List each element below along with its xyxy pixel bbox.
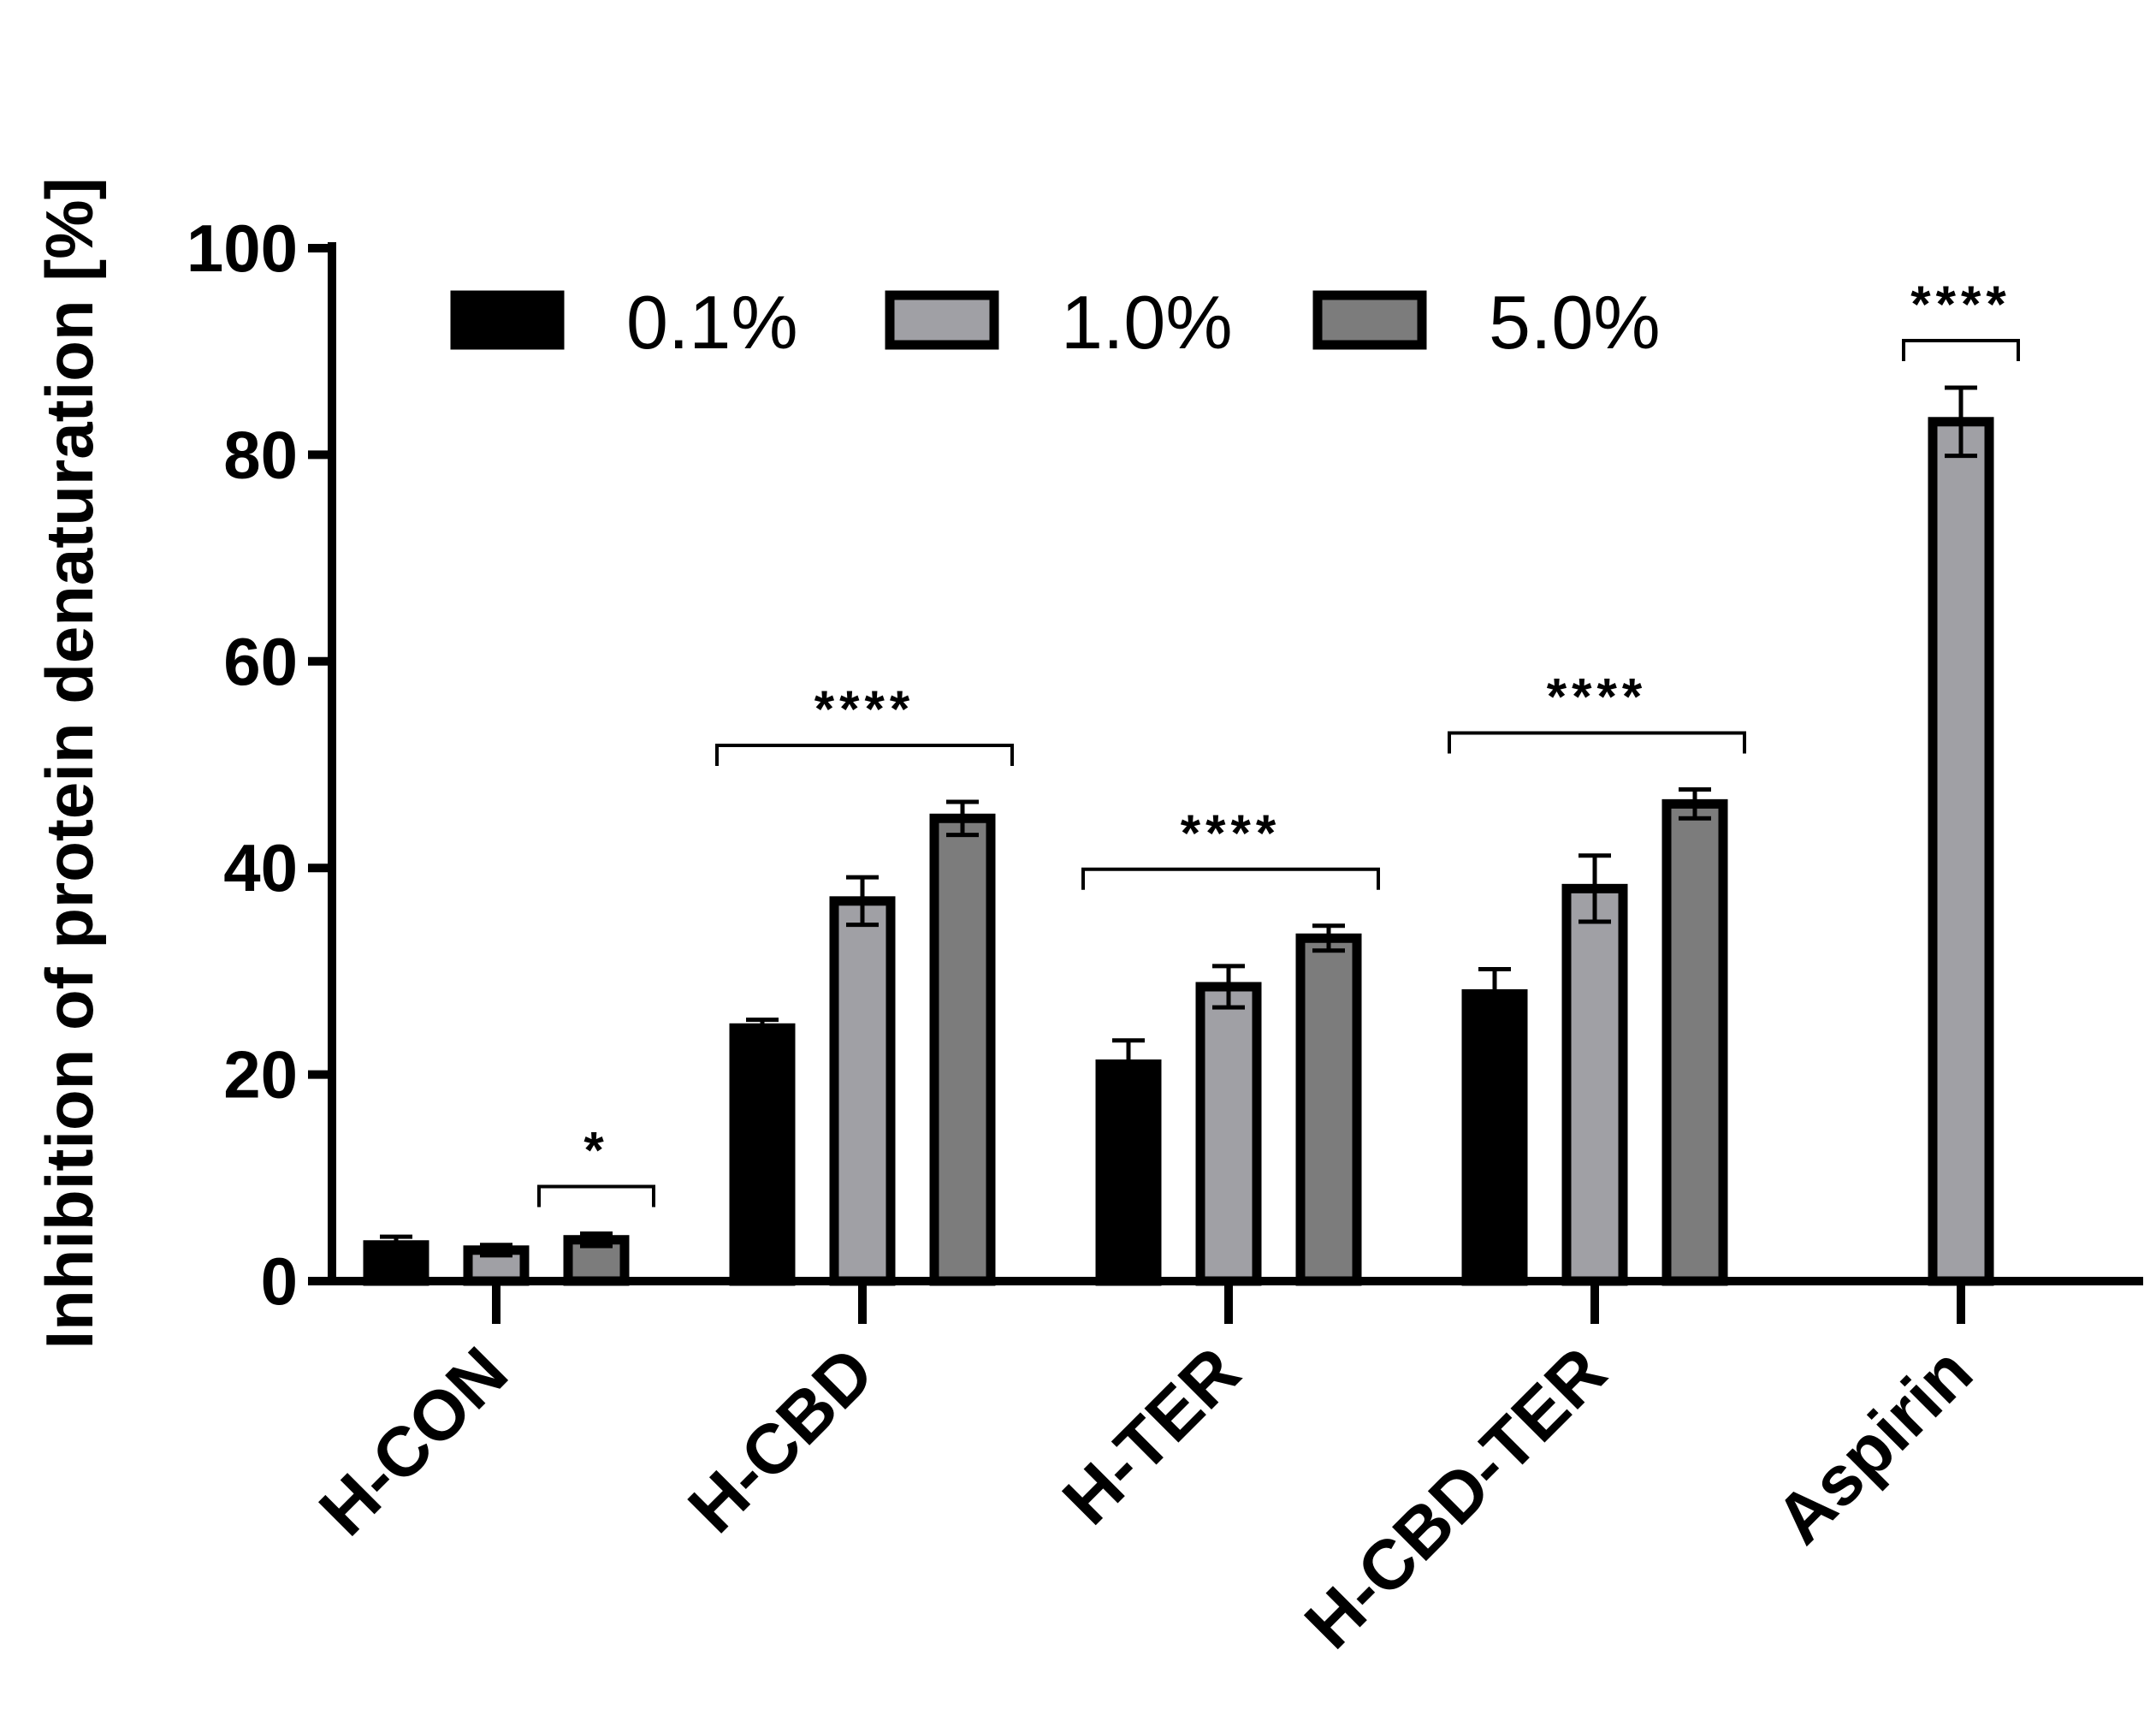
y-tick-label: 60 bbox=[223, 624, 298, 699]
axes-layer bbox=[328, 242, 2143, 1285]
significance-layer: ***************** bbox=[537, 276, 2020, 1208]
legend-swatch bbox=[450, 290, 565, 350]
legend-label: 0.1% bbox=[626, 280, 798, 365]
significance-label: **** bbox=[1181, 804, 1281, 862]
y-tick-label: 20 bbox=[223, 1037, 298, 1113]
significance-bracket bbox=[715, 743, 1014, 766]
significance-bracket bbox=[1081, 867, 1380, 890]
bar bbox=[1195, 982, 1262, 1286]
bar bbox=[1928, 417, 1994, 1286]
y-tick-label: 40 bbox=[223, 830, 298, 905]
significance-bracket bbox=[1448, 731, 1746, 754]
significance-label: **** bbox=[814, 680, 915, 738]
bar bbox=[1661, 798, 1728, 1286]
bar bbox=[929, 813, 996, 1286]
legend-label: 1.0% bbox=[1061, 280, 1233, 365]
legend-swatch bbox=[1312, 290, 1427, 350]
x-tick-label: Aspirin bbox=[1762, 1332, 1987, 1558]
bar bbox=[1095, 1059, 1162, 1286]
significance-label: * bbox=[583, 1121, 608, 1178]
bar bbox=[829, 896, 896, 1286]
x-tick-label: H-CBD-TER bbox=[1290, 1332, 1620, 1663]
x-tick-label: H-CBD bbox=[674, 1332, 889, 1547]
legend-label: 5.0% bbox=[1489, 280, 1661, 365]
bar bbox=[1461, 988, 1528, 1286]
error-bars-layer bbox=[380, 385, 1977, 1258]
significance-label: **** bbox=[1547, 668, 1647, 725]
bar bbox=[1295, 933, 1362, 1286]
bar bbox=[1561, 883, 1628, 1286]
bars-layer bbox=[363, 417, 1994, 1286]
y-tick-label: 0 bbox=[261, 1243, 298, 1319]
legend-swatch bbox=[885, 290, 999, 350]
significance-bracket bbox=[537, 1184, 655, 1208]
y-tick-label: 80 bbox=[223, 417, 298, 492]
legend: 0.1% 1.0% 5.0% bbox=[450, 280, 1661, 365]
significance-bracket bbox=[1902, 338, 2020, 361]
x-tick-label: H-TER bbox=[1048, 1332, 1254, 1539]
bar bbox=[729, 1023, 796, 1286]
y-axis-label: Inhibition of protein denaturation [%] bbox=[32, 177, 107, 1349]
significance-label: **** bbox=[1910, 276, 2011, 333]
y-tick-label: 100 bbox=[187, 211, 298, 286]
x-tick-label: H-CON bbox=[305, 1332, 522, 1550]
